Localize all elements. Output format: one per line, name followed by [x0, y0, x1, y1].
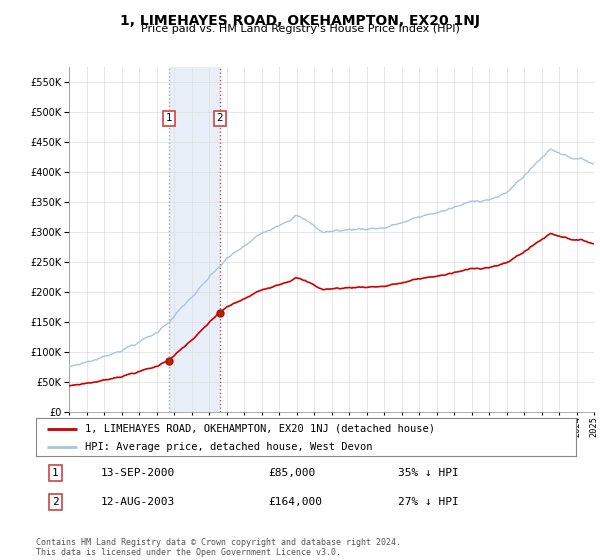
Text: £164,000: £164,000 [268, 497, 322, 507]
Text: Contains HM Land Registry data © Crown copyright and database right 2024.
This d: Contains HM Land Registry data © Crown c… [36, 538, 401, 557]
Text: 1, LIMEHAYES ROAD, OKEHAMPTON, EX20 1NJ (detached house): 1, LIMEHAYES ROAD, OKEHAMPTON, EX20 1NJ … [85, 424, 434, 434]
Text: 1, LIMEHAYES ROAD, OKEHAMPTON, EX20 1NJ: 1, LIMEHAYES ROAD, OKEHAMPTON, EX20 1NJ [120, 14, 480, 28]
Text: Price paid vs. HM Land Registry's House Price Index (HPI): Price paid vs. HM Land Registry's House … [140, 24, 460, 34]
Text: 35% ↓ HPI: 35% ↓ HPI [398, 468, 458, 478]
Bar [169, 67, 220, 412]
Text: 1: 1 [166, 113, 172, 123]
Text: 12-AUG-2003: 12-AUG-2003 [101, 497, 175, 507]
Text: 2: 2 [52, 497, 59, 507]
Text: £85,000: £85,000 [268, 468, 316, 478]
Text: 1: 1 [52, 468, 59, 478]
Text: HPI: Average price, detached house, West Devon: HPI: Average price, detached house, West… [85, 442, 372, 452]
Text: 2: 2 [217, 113, 223, 123]
Text: 27% ↓ HPI: 27% ↓ HPI [398, 497, 458, 507]
Text: 13-SEP-2000: 13-SEP-2000 [101, 468, 175, 478]
